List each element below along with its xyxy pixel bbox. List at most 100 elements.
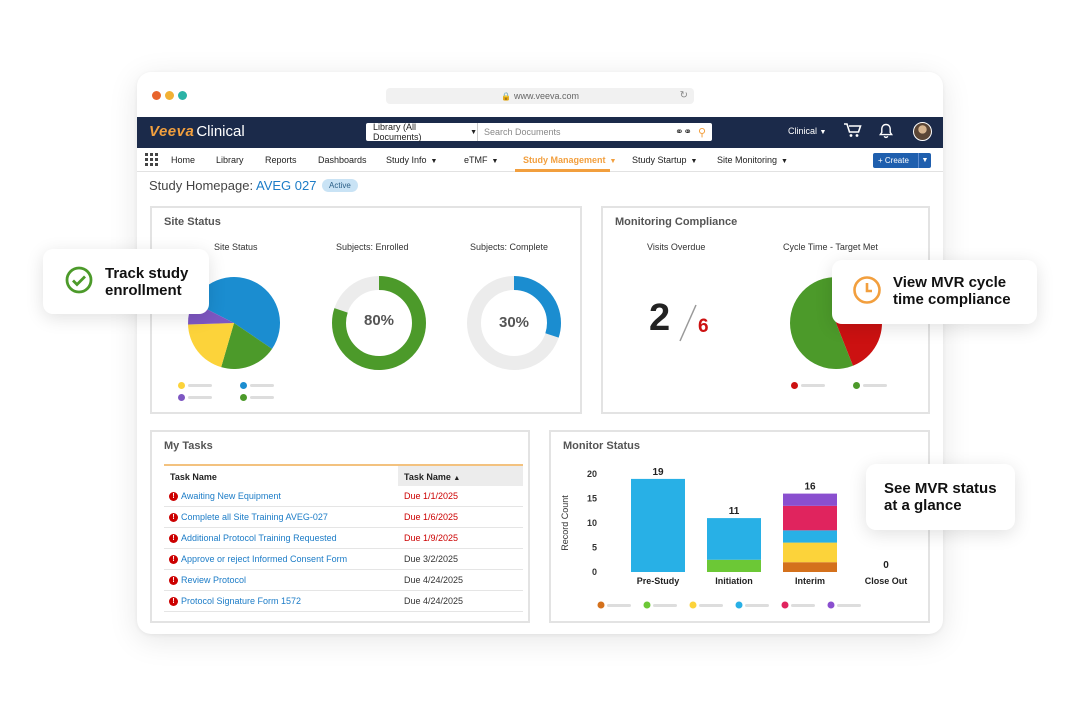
- nav-etmf-label: eTMF: [464, 155, 488, 165]
- binoculars-icon[interactable]: ⚭⚭: [675, 126, 692, 138]
- task-link[interactable]: Complete all Site Training AVEG-027: [181, 512, 328, 522]
- page-title: Study Homepage: AVEG 027: [149, 178, 316, 193]
- visits-overdue-count[interactable]: 2: [649, 297, 671, 339]
- bar-total-label: 0: [883, 560, 889, 571]
- donut-segment[interactable]: [467, 276, 561, 370]
- main-nav: Home Library Reports Dashboards Study In…: [137, 148, 943, 172]
- create-button[interactable]: + Create ▼: [873, 153, 931, 168]
- task-link[interactable]: Protocol Signature Form 1572: [181, 596, 302, 606]
- task-link[interactable]: Awaiting New Equipment: [181, 491, 281, 501]
- bar-segment[interactable]: [783, 493, 837, 506]
- chart-title: Visits Overdue: [647, 242, 706, 252]
- notification-bell-icon[interactable]: [878, 123, 894, 142]
- alert-icon: !: [169, 512, 178, 522]
- tasks-table: Task Name Task Name ▲ ! Awaiting New Equi…: [164, 464, 523, 612]
- bar-segment[interactable]: [707, 518, 761, 560]
- task-name-cell[interactable]: ! Awaiting New Equipment: [164, 491, 398, 501]
- nav-dashboards[interactable]: Dashboards: [318, 155, 367, 165]
- reload-icon[interactable]: ↻: [679, 90, 688, 101]
- search-icon[interactable]: ⚲: [697, 126, 706, 139]
- task-name-cell[interactable]: ! Additional Protocol Training Requested: [164, 533, 398, 543]
- minimize-window-dot[interactable]: [165, 91, 174, 100]
- user-avatar[interactable]: [913, 122, 932, 141]
- table-row[interactable]: ! Approve or reject Informed Consent Form…: [164, 549, 523, 570]
- site-status-panel: Site Status Site Status Subjects: Enroll…: [150, 206, 582, 414]
- pie-slice[interactable]: [221, 323, 273, 369]
- maximize-window-dot[interactable]: [178, 91, 187, 100]
- task-due-cell: Due 1/6/2025: [404, 512, 459, 522]
- complete-donut-chart[interactable]: [466, 275, 562, 371]
- column-header-task-name[interactable]: Task Name: [170, 472, 217, 482]
- callout-text: View MVR cycle time compliance: [893, 274, 1011, 308]
- callout-track-enrollment: Track study enrollment: [43, 249, 209, 314]
- pie-slice[interactable]: [188, 323, 234, 368]
- pie-slice[interactable]: [193, 276, 281, 349]
- logo-product: Clinical: [196, 123, 245, 140]
- enrolled-donut-chart[interactable]: [331, 275, 427, 371]
- vault-menu[interactable]: Clinical ▼: [788, 126, 826, 136]
- legend-dot[interactable]: [689, 601, 697, 609]
- bar-segment[interactable]: [783, 530, 837, 543]
- chevron-down-icon: ▼: [430, 158, 438, 165]
- legend-dot: [178, 382, 185, 389]
- vault-menu-label: Clinical: [788, 126, 818, 136]
- study-link[interactable]: AVEG 027: [255, 178, 317, 193]
- legend-dot[interactable]: [781, 601, 789, 609]
- bar-segment[interactable]: [631, 478, 685, 572]
- table-row[interactable]: ! Awaiting New Equipment Due 1/1/2025: [164, 486, 523, 507]
- task-link[interactable]: Review Protocol: [181, 575, 247, 585]
- nav-home[interactable]: Home: [171, 155, 196, 165]
- nav-reports[interactable]: Reports: [265, 155, 297, 165]
- table-row[interactable]: ! Protocol Signature Form 1572 Due 4/24/20…: [164, 591, 523, 612]
- table-row[interactable]: ! Review Protocol Due 4/24/2025: [164, 570, 523, 591]
- nav-study-startup[interactable]: Study Startup ▼: [632, 155, 697, 165]
- table-row[interactable]: ! Additional Protocol Training Requested D…: [164, 528, 523, 549]
- lock-icon: 🔒: [501, 91, 511, 101]
- bar-segment[interactable]: [783, 562, 837, 572]
- app-grid-icon[interactable]: [145, 153, 158, 166]
- cart-icon[interactable]: [843, 122, 863, 142]
- legend-dot[interactable]: [597, 601, 605, 609]
- task-rows: ! Awaiting New Equipment Due 1/1/2025! Comp…: [164, 486, 523, 612]
- veeva-clinical-logo[interactable]: Veeva Clinical: [149, 123, 245, 140]
- legend-label-placeholder: [863, 384, 887, 387]
- visits-total-count[interactable]: 6: [698, 316, 709, 337]
- legend-label-placeholder: [653, 604, 677, 607]
- callout-text: Track study enrollment: [105, 265, 189, 299]
- bar-segment[interactable]: [783, 542, 837, 563]
- bar-segment[interactable]: [783, 505, 837, 531]
- address-bar[interactable]: 🔒 www.veeva.com ↻: [386, 88, 694, 104]
- nav-library[interactable]: Library: [216, 155, 244, 165]
- task-link[interactable]: Approve or reject Informed Consent Form: [181, 554, 348, 564]
- column-header-task-due[interactable]: Task Name ▲: [398, 466, 523, 486]
- legend-dot[interactable]: [735, 601, 743, 609]
- legend-dot[interactable]: [643, 601, 651, 609]
- nav-study-management[interactable]: Study Management ▼: [523, 155, 616, 165]
- legend-label-placeholder: [801, 384, 825, 387]
- task-due-cell: Due 1/9/2025: [404, 533, 459, 543]
- search-input[interactable]: Search Documents: [484, 127, 561, 137]
- x-tick-label: Close Out: [865, 576, 908, 586]
- chart-title: Cycle Time - Target Met: [783, 242, 878, 252]
- chevron-down-icon[interactable]: ▼: [918, 153, 931, 168]
- chevron-down-icon: ▼: [491, 158, 499, 165]
- nav-etmf[interactable]: eTMF ▼: [464, 155, 498, 165]
- close-window-dot[interactable]: [152, 91, 161, 100]
- nav-study-info[interactable]: Study Info ▼: [386, 155, 437, 165]
- task-name-cell[interactable]: ! Approve or reject Informed Consent Form: [164, 554, 398, 564]
- task-name-cell[interactable]: ! Complete all Site Training AVEG-027: [164, 512, 398, 522]
- task-link[interactable]: Additional Protocol Training Requested: [181, 533, 337, 543]
- task-name-cell[interactable]: ! Review Protocol: [164, 575, 398, 585]
- pie-slice[interactable]: [790, 277, 853, 369]
- monitor-status-bar-chart[interactable]: Record Count 0 5 10 15 20 19 Pre-Study 11 Initiat…: [555, 460, 927, 620]
- table-row[interactable]: ! Complete all Site Training AVEG-027 Due …: [164, 507, 523, 528]
- donut-segment[interactable]: [332, 276, 426, 370]
- bar-total-label: 16: [804, 482, 816, 493]
- legend-dot: [853, 382, 860, 389]
- nav-site-monitoring[interactable]: Site Monitoring ▼: [717, 155, 788, 165]
- bar-segment[interactable]: [707, 559, 761, 572]
- legend-dot[interactable]: [827, 601, 835, 609]
- task-name-cell[interactable]: ! Protocol Signature Form 1572: [164, 596, 398, 606]
- page-title-prefix: Study Homepage:: [149, 178, 254, 193]
- search-scope-dropdown[interactable]: Library (All Documents) ▼: [366, 122, 478, 142]
